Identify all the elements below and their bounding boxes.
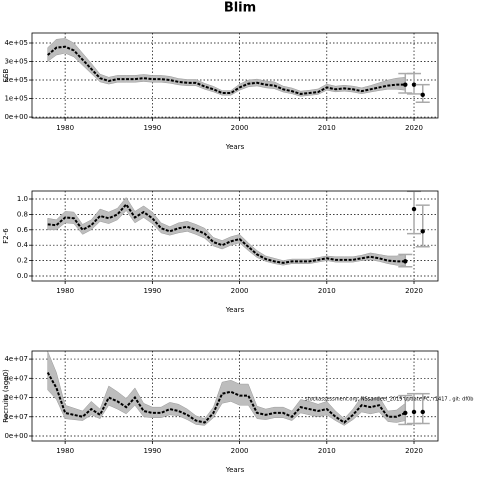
x-tick-label: 2010 <box>318 447 336 455</box>
confidence-band <box>47 351 406 426</box>
forecast-point <box>420 229 425 234</box>
estimate-line <box>46 372 406 424</box>
x-tick-label: 2000 <box>231 124 249 132</box>
y-tick-label: 3e+07 <box>4 374 28 382</box>
x-tick-label: 2020 <box>405 124 423 132</box>
x-tick-label: 2000 <box>231 287 249 295</box>
forecast-point <box>411 409 417 415</box>
y-tick-label: 0.6 <box>17 226 29 234</box>
x-axis-label: Years <box>225 306 245 314</box>
chart-title: Blim <box>224 1 256 16</box>
y-tick-label: 0.2 <box>17 257 28 265</box>
y-tick-label: 4e+05 <box>4 39 28 47</box>
estimate-line <box>47 45 406 95</box>
x-tick-label: 2020 <box>405 287 423 295</box>
forecast-point <box>403 82 408 87</box>
y-tick-label: 1e+05 <box>4 95 28 103</box>
plot-frame <box>31 190 439 282</box>
x-tick-label: 1980 <box>56 287 74 295</box>
plot-frame <box>31 350 439 442</box>
confidence-band <box>47 38 406 97</box>
forecast-point <box>403 410 408 416</box>
y-axis-label: Recruits (age0) <box>2 369 10 423</box>
y-axis-label: F2-6 <box>2 228 10 244</box>
x-tick-label: 1990 <box>143 287 161 295</box>
x-tick-label: 1990 <box>143 124 161 132</box>
x-tick-label: 2010 <box>318 124 336 132</box>
y-tick-label: 0.4 <box>17 241 29 249</box>
y-tick-label: 0.8 <box>17 210 28 218</box>
x-tick-label: 1980 <box>56 447 74 455</box>
y-tick-label: 0.0 <box>17 272 28 280</box>
y-tick-label: 0e+00 <box>4 432 28 440</box>
annotation: stockassessment.org, NSsandeel_2019 upda… <box>305 397 473 403</box>
forecast-point <box>411 82 417 87</box>
y-tick-label: 2e+05 <box>4 76 28 84</box>
y-tick-label: 3e+05 <box>4 58 28 66</box>
estimate-line <box>47 202 406 264</box>
forecast-point <box>420 409 425 415</box>
x-tick-label: 2010 <box>318 287 336 295</box>
y-tick-label: 2e+07 <box>4 394 28 402</box>
forecast-point <box>411 206 417 212</box>
y-axis-label: SSB <box>2 68 10 82</box>
x-tick-label: 1990 <box>143 447 161 455</box>
y-tick-label: 0e+00 <box>4 113 28 121</box>
confidence-band <box>47 197 406 267</box>
y-tick-label: 4e+07 <box>4 355 28 363</box>
x-axis-label: Years <box>225 466 245 474</box>
y-tick-label: 1e+07 <box>4 413 28 421</box>
plot-frame <box>31 32 439 119</box>
x-tick-label: 2000 <box>231 447 249 455</box>
x-tick-label: 1980 <box>56 124 74 132</box>
forecast-point <box>403 259 408 264</box>
forecast-point <box>420 92 425 98</box>
y-tick-label: 1.0 <box>17 195 28 203</box>
x-tick-label: 2020 <box>405 447 423 455</box>
x-axis-label: Years <box>225 143 245 151</box>
